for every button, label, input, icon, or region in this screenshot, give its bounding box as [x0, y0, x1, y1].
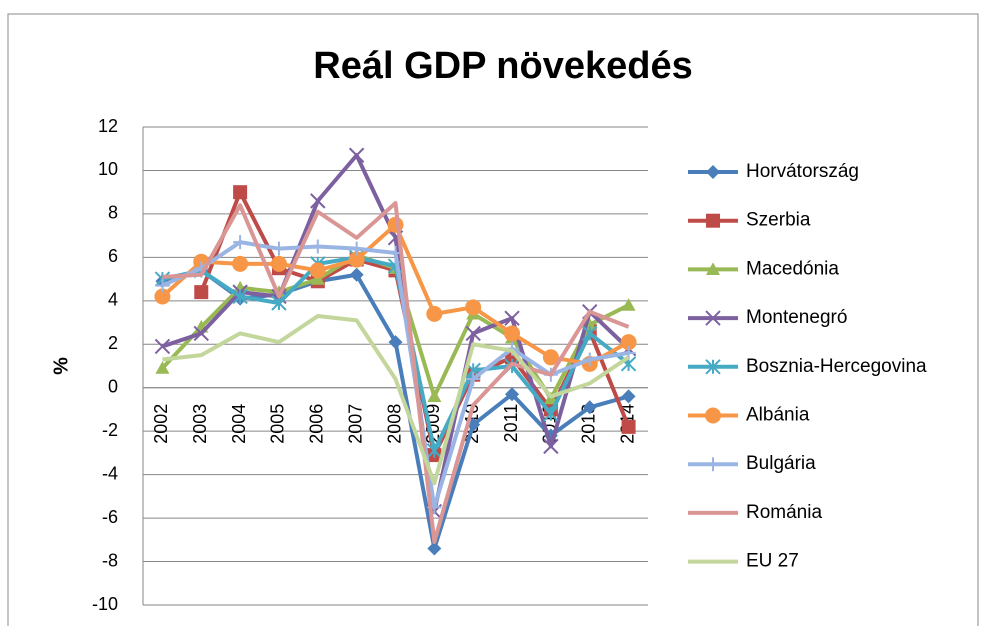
y-tick-label: -10	[92, 594, 118, 614]
marker	[154, 338, 171, 355]
legend-marker	[705, 310, 721, 326]
legend-text: EU 27	[746, 551, 799, 572]
y-tick-label: -8	[102, 550, 118, 570]
series	[162, 314, 630, 486]
marker	[426, 443, 443, 459]
x-tick-label: 2005	[268, 404, 288, 444]
marker	[388, 335, 403, 350]
marker	[426, 305, 443, 322]
series-line	[162, 201, 630, 544]
x-tick-label: 2008	[384, 404, 404, 444]
marker	[271, 241, 286, 256]
x-tick-label: 2003	[190, 404, 210, 444]
marker	[505, 387, 520, 402]
y-tick-label: -6	[102, 507, 118, 527]
marker	[193, 325, 209, 342]
y-tick-label: -2	[102, 420, 118, 440]
legend-text: Montenegró	[746, 307, 847, 328]
marker	[310, 193, 326, 209]
y-tick-label: 8	[108, 203, 118, 223]
marker	[233, 235, 248, 250]
y-tick-label: 12	[98, 116, 118, 136]
marker	[621, 298, 636, 311]
marker	[465, 325, 481, 342]
marker	[504, 325, 521, 342]
legend-text: Bulgária	[746, 453, 816, 474]
legend-marker	[705, 359, 721, 375]
marker	[232, 288, 248, 305]
marker	[349, 241, 364, 256]
marker	[427, 541, 442, 556]
y-tick-label: 2	[108, 333, 118, 353]
y-tick-label: 0	[108, 376, 118, 396]
chart-title: Reál GDP növekedés	[313, 45, 692, 87]
y-tick-label: 4	[108, 290, 118, 310]
legend-marker	[706, 457, 720, 472]
marker	[154, 288, 171, 305]
legend-text: Horvátország	[746, 161, 859, 182]
legend-text: Bosznia-Hercegovina	[746, 356, 927, 377]
marker	[233, 185, 248, 200]
legend-marker	[706, 165, 720, 179]
marker	[155, 361, 170, 374]
legend-text: Románia	[746, 502, 822, 523]
marker	[504, 310, 520, 326]
marker	[621, 419, 636, 434]
marker	[465, 299, 482, 316]
marker	[543, 438, 559, 455]
marker	[582, 352, 597, 367]
marker	[270, 255, 287, 272]
y-axis-label: %	[50, 357, 72, 375]
marker	[620, 334, 637, 351]
marker	[155, 278, 170, 293]
y-tick-label: -4	[102, 463, 118, 483]
marker	[309, 262, 326, 279]
legend-marker	[705, 407, 721, 424]
marker	[194, 285, 209, 300]
marker	[427, 389, 442, 403]
legend-text: Albánia	[746, 405, 810, 426]
marker	[232, 255, 249, 272]
series	[162, 201, 630, 544]
marker	[310, 239, 325, 254]
x-tick-label: 2002	[151, 404, 171, 444]
legend-marker	[706, 262, 720, 275]
marker	[621, 389, 636, 404]
marker	[582, 400, 597, 415]
x-tick-label: 2006	[307, 404, 327, 444]
x-tick-label: 2004	[229, 404, 249, 444]
marker	[543, 406, 559, 422]
legend-text: Szerbia	[746, 210, 811, 231]
marker	[349, 267, 364, 282]
legend-text: Macedónia	[746, 258, 839, 279]
x-tick-label: 2007	[345, 404, 365, 444]
legend-marker	[706, 213, 720, 228]
marker	[348, 147, 365, 163]
y-tick-label: 6	[108, 246, 118, 266]
marker	[348, 251, 365, 268]
marker	[466, 372, 481, 387]
y-tick-label: 10	[98, 159, 118, 179]
marker	[582, 325, 598, 342]
series-line	[162, 314, 630, 486]
x-tick-label: 2011	[501, 404, 521, 443]
marker	[542, 349, 559, 366]
marker	[233, 280, 248, 294]
